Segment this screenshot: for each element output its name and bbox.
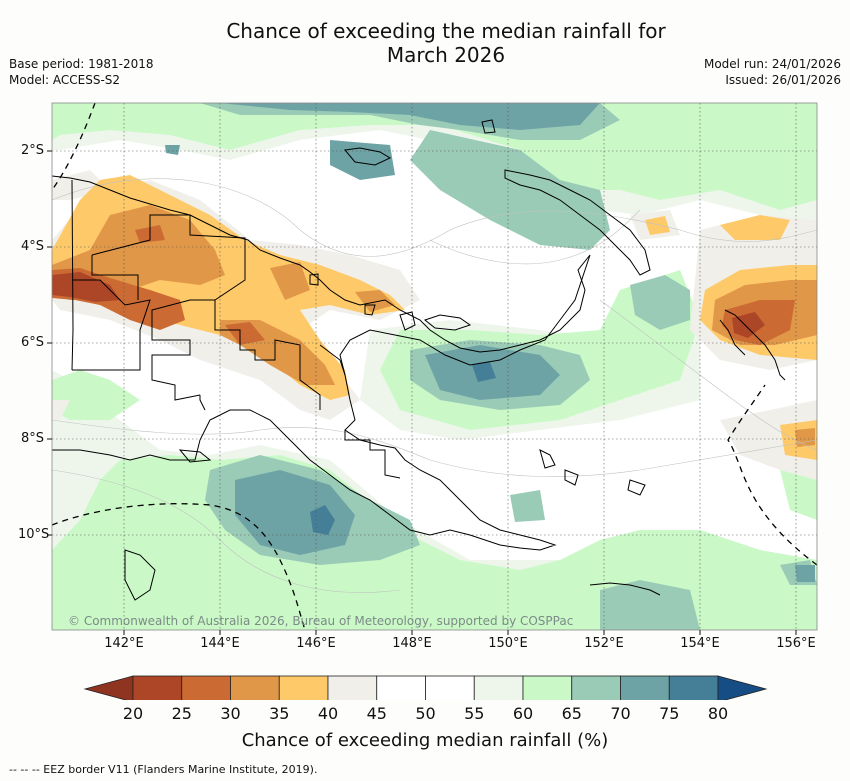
colorbar-ticks: 20 25 30 35 40 45 50 55 60 65 70 75 80 — [0, 704, 850, 724]
map-frame — [51, 102, 818, 631]
colorbar-tick-label: 45 — [366, 704, 387, 723]
title-line-2: March 2026 — [386, 43, 506, 67]
lon-label-146e: 146°E — [296, 636, 336, 651]
colorbar-tick-label: 65 — [561, 704, 582, 723]
lon-label-144e: 144°E — [200, 636, 240, 651]
lon-label-154e: 154°E — [680, 636, 720, 651]
colorbar-swatch — [425, 675, 475, 700]
chart-title: Chance of exceeding the median rainfall … — [0, 19, 850, 67]
lon-label-150e: 150°E — [488, 636, 528, 651]
admin-borders — [71, 179, 401, 479]
colorbar-swatch — [522, 675, 573, 700]
lon-label-148e: 148°E — [392, 636, 432, 651]
colorbar-swatch — [473, 675, 524, 700]
coastlines — [52, 119, 786, 601]
lon-label-156e: 156°E — [776, 636, 816, 651]
colorbar-swatch — [571, 675, 621, 700]
colorbar — [83, 675, 768, 700]
colorbar-tick-label: 40 — [317, 704, 339, 723]
colorbar-swatch — [668, 675, 719, 700]
rainfall-map — [47, 102, 818, 700]
colorbar-tick-label: 25 — [171, 704, 192, 723]
colorbar-tick-label: 20 — [122, 704, 144, 723]
eez-legend: -- -- -- EEZ border V11 (Flanders Marine… — [9, 763, 318, 776]
colorbar-label: Chance of exceeding median rainfall (%) — [241, 730, 609, 751]
title-line-1: Chance of exceeding the median rainfall … — [226, 19, 666, 43]
graticule — [52, 103, 817, 630]
colorbar-swatch — [327, 675, 378, 700]
contour-20-25 — [52, 272, 765, 338]
colorbar-tick-label: 30 — [220, 704, 241, 723]
colorbar-tick-label: 75 — [659, 704, 680, 723]
lat-label-2s: 2°S — [20, 143, 44, 158]
copyright-notice: © Commonwealth of Australia 2026, Bureau… — [68, 614, 574, 628]
colorbar-tick-label: 55 — [464, 704, 485, 723]
model-name: Model: ACCESS-S2 — [9, 73, 121, 87]
issued-date: Issued: 26/01/2026 — [725, 73, 841, 87]
colorbar-swatch — [620, 675, 670, 700]
colorbar-swatch — [181, 675, 231, 700]
colorbar-extend-high — [717, 675, 768, 700]
colorbar-tick-label: 50 — [415, 704, 436, 723]
colorbar-swatch — [376, 675, 426, 700]
meta-right: Model run: 24/01/2026 Issued: 26/01/2026 — [704, 56, 841, 88]
colorbar-swatch — [132, 675, 183, 700]
lat-label-8s: 8°S — [20, 431, 44, 446]
meta-left: Base period: 1981-2018 Model: ACCESS-S2 — [9, 56, 154, 88]
model-run: Model run: 24/01/2026 — [703, 57, 841, 71]
colorbar-tick-label: 60 — [512, 704, 534, 723]
colorbar-swatch — [230, 675, 280, 700]
axis-ticks — [47, 150, 797, 635]
colorbar-tick-label: 70 — [610, 704, 631, 723]
lon-label-152e: 152°E — [584, 636, 624, 651]
lon-label-142e: 142°E — [104, 636, 144, 651]
colorbar-swatch — [278, 675, 329, 700]
lat-label-4s: 4°S — [20, 239, 44, 254]
colorbar-tick-label: 80 — [707, 704, 729, 723]
eez-borders — [52, 103, 817, 630]
lat-label-6s: 6°S — [20, 335, 44, 350]
colorbar-extend-low — [83, 675, 134, 700]
lat-label-10s: 10°S — [18, 527, 50, 542]
map-area — [52, 103, 817, 630]
base-period: Base period: 1981-2018 — [9, 57, 154, 71]
colorbar-tick-label: 35 — [269, 704, 290, 723]
